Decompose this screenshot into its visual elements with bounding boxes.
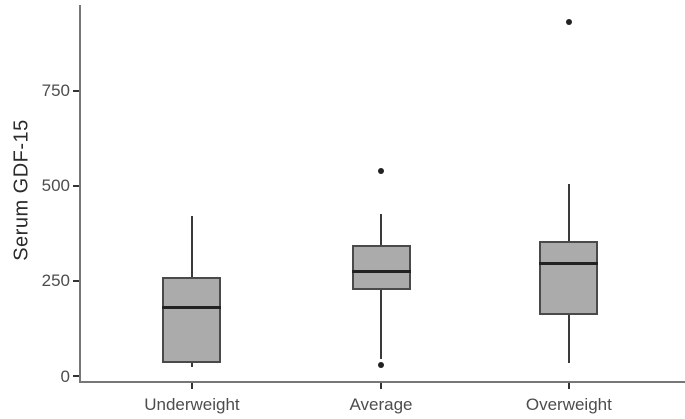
y-axis-tick-mark (73, 375, 79, 378)
x-axis-tick-label: Overweight (525, 395, 612, 414)
y-axis-tick-label: 500 (41, 176, 70, 196)
plot-area (79, 5, 685, 383)
x-axis-tick-mark (380, 383, 382, 389)
x-axis-tick-label: Underweight (144, 395, 240, 414)
x-axis-tick-mark (190, 383, 193, 389)
y-axis-tick-label: 750 (41, 81, 70, 101)
median-line (351, 269, 411, 273)
box-iqr (539, 240, 599, 316)
y-axis-tick-label: 0 (60, 366, 70, 386)
y-axis-tick-mark (73, 89, 79, 92)
outlier-point (378, 167, 384, 174)
y-axis-tick-label: 250 (41, 271, 70, 291)
median-line (539, 262, 599, 266)
outlier-point (565, 19, 572, 26)
x-axis-tick-mark (567, 383, 570, 389)
y-axis-tick-mark (73, 184, 79, 187)
box-iqr (162, 277, 222, 363)
median-line (162, 306, 222, 310)
x-axis-tick-label: Average (349, 395, 413, 414)
box-iqr (351, 244, 411, 291)
y-axis-tick-mark (73, 279, 79, 282)
outlier-point (378, 361, 384, 368)
